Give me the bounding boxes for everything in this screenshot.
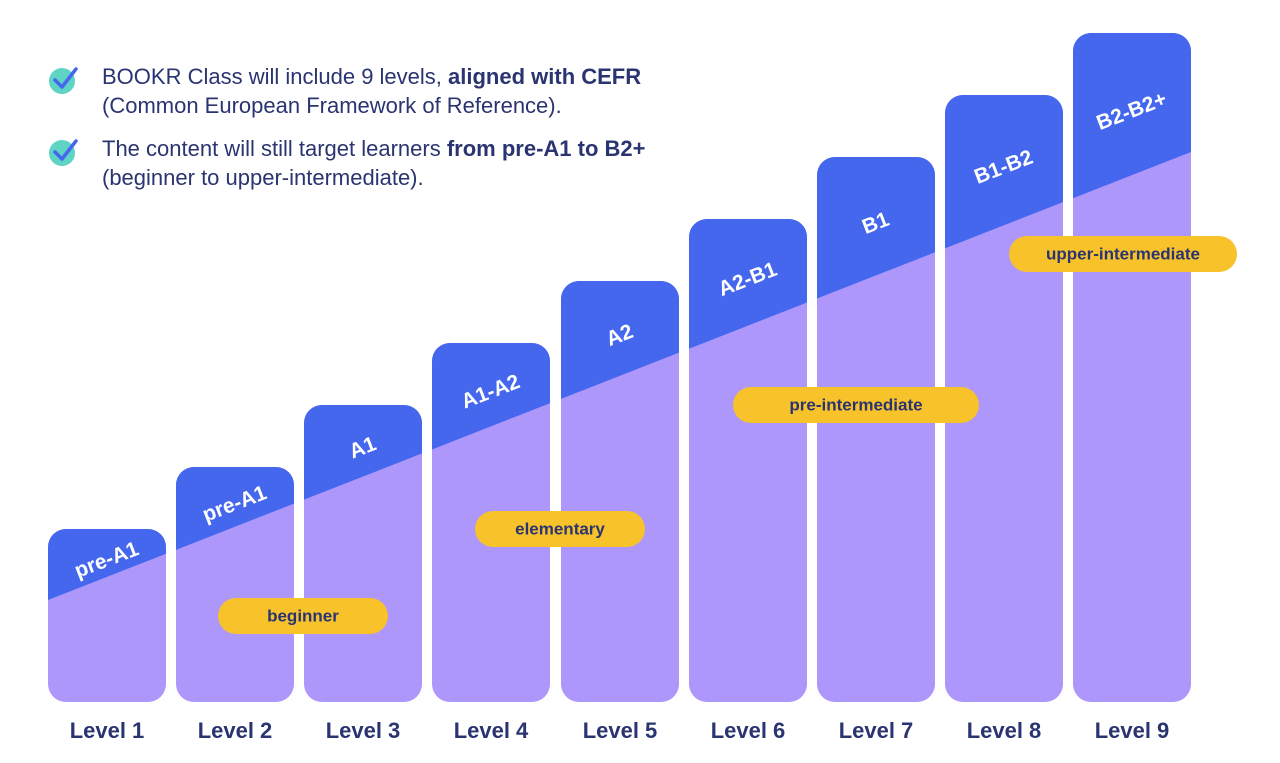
stage-pill: beginner: [218, 598, 388, 634]
level-label: Level 5: [583, 718, 658, 743]
bullet-text-line2: (Common European Framework of Reference)…: [102, 93, 562, 118]
bar-top: [561, 281, 679, 399]
stage-label: beginner: [267, 606, 339, 625]
bar-top: [689, 219, 807, 349]
stage-label: upper-intermediate: [1046, 244, 1200, 263]
level-label: Level 8: [967, 718, 1042, 743]
stage-pill-bg: [1009, 236, 1237, 272]
bar-top: [1073, 33, 1191, 199]
level-bar: [304, 405, 422, 702]
level-label: Level 1: [70, 718, 145, 743]
level-bar: [176, 467, 294, 702]
bullet-text-bold: aligned with CEFR: [448, 64, 642, 89]
level-label: Level 6: [711, 718, 786, 743]
bar-top: [176, 467, 294, 550]
intro-bullets: BOOKR Class will include 9 levels, align…: [48, 62, 808, 206]
stage-pill-bg: [218, 598, 388, 634]
checkmark-icon: [49, 67, 78, 94]
bullet-text-line2: (beginner to upper-intermediate).: [102, 165, 424, 190]
level-label: Level 2: [198, 718, 273, 743]
level-label: Level 4: [454, 718, 529, 743]
checkmark-icon: [49, 139, 78, 166]
level-label: Level 9: [1095, 718, 1170, 743]
bullet-text-regular: BOOKR Class will include 9 levels,: [102, 64, 449, 89]
level-bar: [689, 219, 807, 702]
stage-pill: pre-intermediate: [733, 387, 979, 423]
level-label: Level 3: [326, 718, 401, 743]
bullet-item: The content will still target learners f…: [48, 134, 808, 192]
bullet-text: The content will still target learners f…: [102, 134, 808, 192]
level-label: Level 7: [839, 718, 914, 743]
stage-pill-bg: [733, 387, 979, 423]
bullet-text-bold: from pre-A1 to B2+: [446, 136, 646, 161]
level-bar: [1073, 33, 1191, 702]
stage-pill-bg: [475, 511, 645, 547]
stage-pill: elementary: [475, 511, 645, 547]
bullet-text: BOOKR Class will include 9 levels, align…: [102, 62, 808, 120]
bullet-text-regular: The content will still target learners: [102, 136, 447, 161]
stage-pill: upper-intermediate: [1009, 236, 1237, 272]
bar-top: [945, 95, 1063, 249]
stage-label: pre-intermediate: [789, 395, 922, 414]
bar-top: [304, 405, 422, 500]
stage-label: elementary: [515, 519, 605, 538]
bar-top: [48, 529, 166, 600]
bar-top: [432, 343, 550, 450]
level-bar: [817, 157, 935, 702]
level-bar: [48, 529, 166, 702]
bar-top: [817, 157, 935, 299]
level-bar: [561, 281, 679, 702]
bullet-item: BOOKR Class will include 9 levels, align…: [48, 62, 808, 120]
